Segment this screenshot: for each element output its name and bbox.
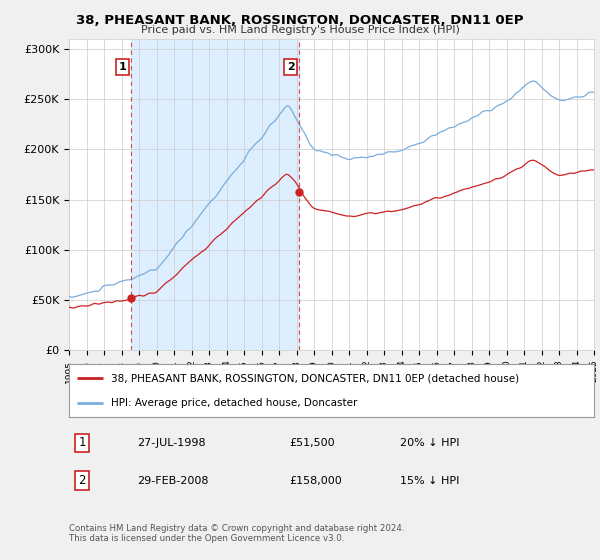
Text: 29-FEB-2008: 29-FEB-2008	[137, 476, 209, 486]
Text: 38, PHEASANT BANK, ROSSINGTON, DONCASTER, DN11 0EP: 38, PHEASANT BANK, ROSSINGTON, DONCASTER…	[76, 14, 524, 27]
Text: 2: 2	[287, 62, 295, 72]
Text: HPI: Average price, detached house, Doncaster: HPI: Average price, detached house, Donc…	[111, 398, 358, 408]
Text: 1: 1	[119, 62, 127, 72]
Text: £158,000: £158,000	[290, 476, 342, 486]
Text: 27-JUL-1998: 27-JUL-1998	[137, 438, 206, 448]
Bar	[131, 39, 299, 350]
Text: £51,500: £51,500	[290, 438, 335, 448]
Text: 15% ↓ HPI: 15% ↓ HPI	[400, 476, 459, 486]
Text: 1: 1	[79, 436, 86, 450]
Text: 2: 2	[79, 474, 86, 487]
Text: Price paid vs. HM Land Registry's House Price Index (HPI): Price paid vs. HM Land Registry's House …	[140, 25, 460, 35]
Text: Contains HM Land Registry data © Crown copyright and database right 2024.
This d: Contains HM Land Registry data © Crown c…	[69, 524, 404, 543]
Text: 20% ↓ HPI: 20% ↓ HPI	[400, 438, 459, 448]
Text: 38, PHEASANT BANK, ROSSINGTON, DONCASTER, DN11 0EP (detached house): 38, PHEASANT BANK, ROSSINGTON, DONCASTER…	[111, 374, 519, 384]
